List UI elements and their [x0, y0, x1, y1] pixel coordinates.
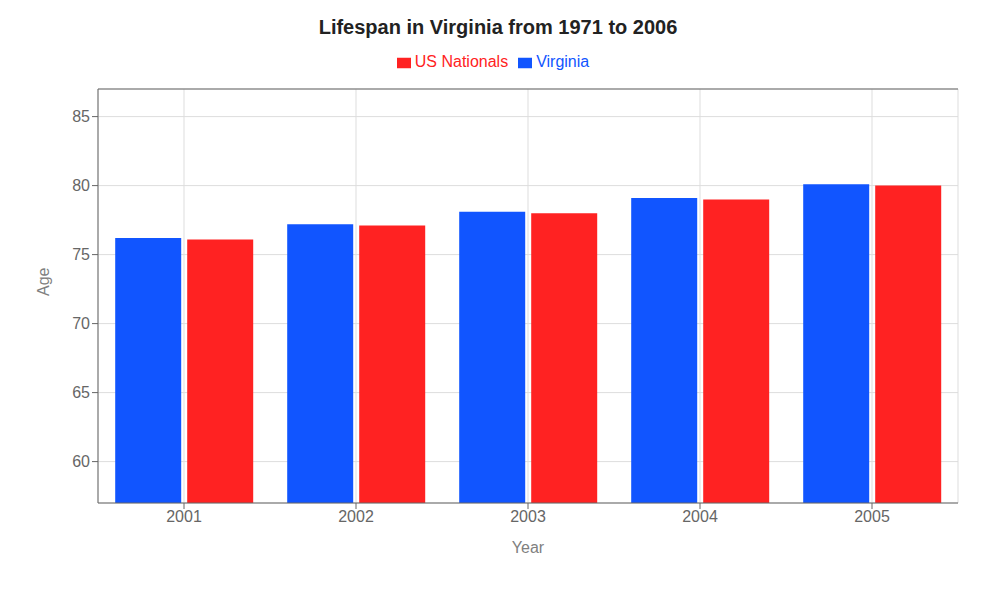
html-text:Lifespan in Virginia from 1971: Lifespan in Virginia from 1971 to 2006 [318, 16, 678, 38]
svg-text:85: 85 [72, 108, 90, 125]
svg-text:2003: 2003 [510, 508, 546, 525]
svg-text:75: 75 [72, 246, 90, 263]
svg-text:Year: Year [512, 539, 545, 556]
svg-text:70: 70 [72, 315, 90, 332]
svg-text:2002: 2002 [338, 508, 374, 525]
svg-text:60: 60 [72, 453, 90, 470]
svg-text:65: 65 [72, 384, 90, 401]
svg-text:2004: 2004 [682, 508, 718, 525]
svg-text:2005: 2005 [854, 508, 890, 525]
svg-text:Age: Age [35, 267, 52, 296]
svg-text:2001: 2001 [166, 508, 202, 525]
svg-text:80: 80 [72, 177, 90, 194]
html-text:Virginia: Virginia [536, 53, 590, 70]
html-text:US Nationals: US Nationals [414, 53, 509, 70]
